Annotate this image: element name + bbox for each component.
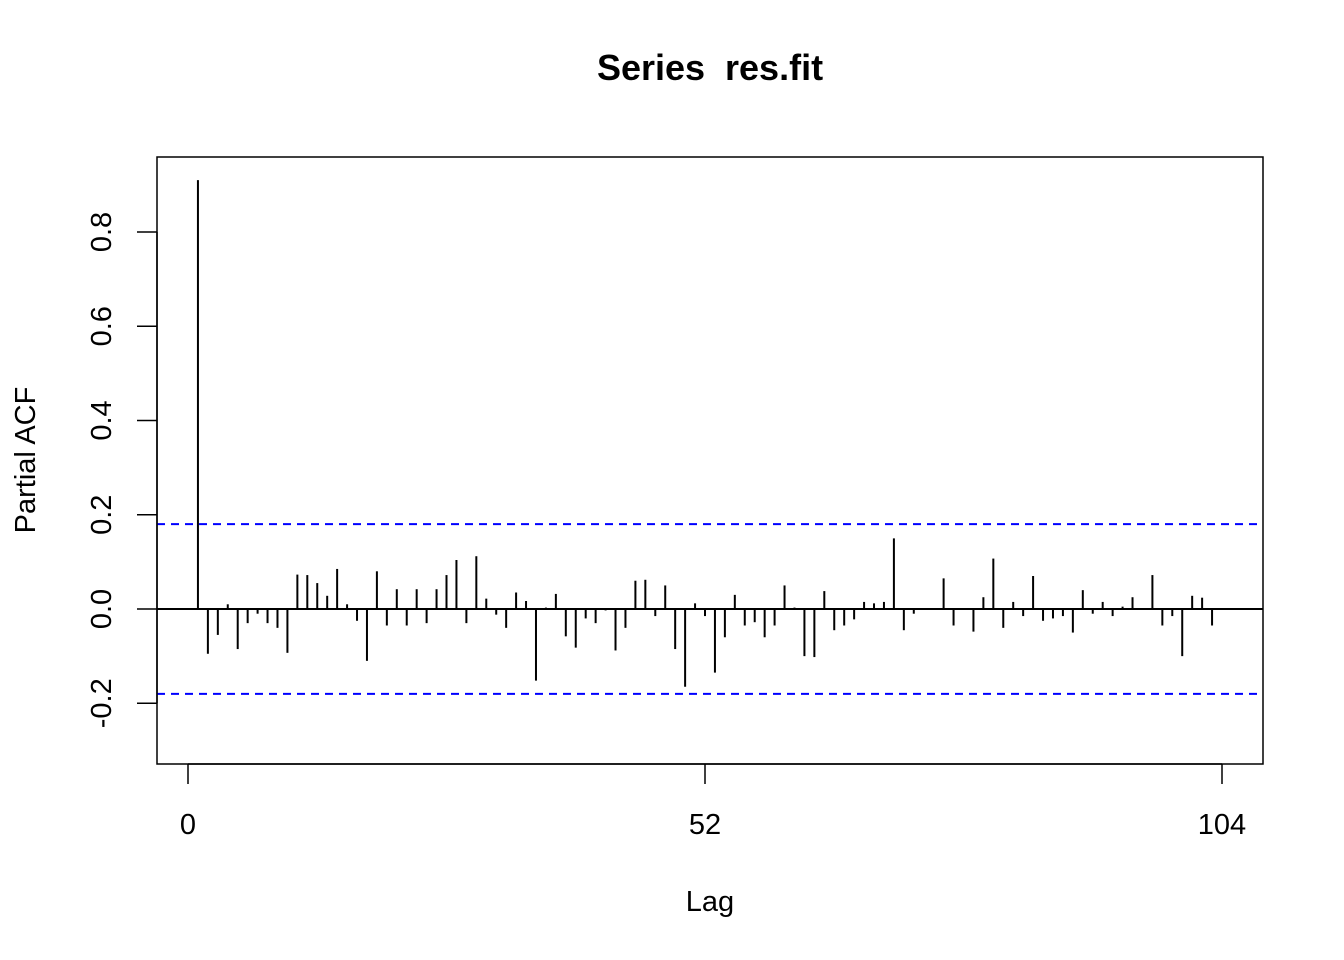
x-tick-label: 0: [180, 809, 196, 841]
x-tick-label: 104: [1198, 809, 1246, 841]
plot-frame: [156, 156, 1264, 765]
x-tick-label: 52: [689, 809, 721, 841]
y-axis: -0.2 0.0 0.2 0.4 0.6 0.8: [86, 212, 158, 728]
y-axis-label: Partial ACF: [10, 387, 42, 534]
x-axis: 0 52 104: [180, 763, 1246, 841]
y-tick-label: 0.2: [86, 495, 118, 535]
y-tick-label: 0.6: [86, 306, 118, 346]
confidence-bounds: [157, 523, 1263, 695]
x-axis-label: Lag: [686, 886, 734, 918]
y-tick-label: 0.4: [86, 400, 118, 440]
chart-title: Series res.fit: [597, 47, 823, 88]
y-tick-label: -0.2: [86, 678, 118, 728]
y-tick-label: 0.8: [86, 212, 118, 252]
y-tick-label: 0.0: [86, 589, 118, 629]
pacf-bars: [196, 180, 1214, 687]
